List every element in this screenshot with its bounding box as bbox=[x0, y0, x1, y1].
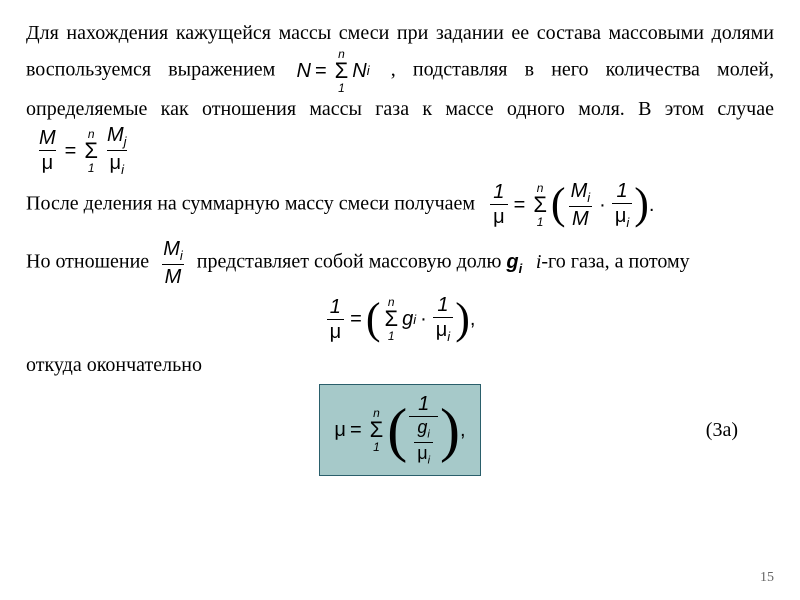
eq1: N = n Σ 1 Ni bbox=[296, 48, 369, 94]
eq3: 1 μ = n Σ 1 ( Mi M · 1 μi ). bbox=[488, 180, 654, 230]
paragraph-3: Но отношение Mi M представляет собой мас… bbox=[26, 238, 774, 288]
paragraph-4: откуда окончательно bbox=[26, 350, 774, 380]
text-p4: откуда окончательно bbox=[26, 354, 202, 376]
text-p3c: -го газа, а потому bbox=[541, 251, 689, 273]
frac-Mi-M: Mi M bbox=[158, 238, 188, 288]
eq2: M μ = n Σ 1 Mj μi bbox=[34, 124, 132, 178]
paragraph-2: После деления на суммарную массу смеси п… bbox=[26, 180, 774, 230]
text-p3a: Но отношение bbox=[26, 251, 149, 273]
eq5-row: μ = n Σ 1 ( 1 gi μi ), (3а) bbox=[26, 384, 774, 475]
text-p3b: представляет собой массовую долю bbox=[197, 251, 502, 273]
gi-symbol: gi bbox=[506, 251, 527, 273]
eq5-box: μ = n Σ 1 ( 1 gi μi ), bbox=[319, 384, 480, 475]
eq4-display: 1 μ = ( n Σ 1 gi · 1 μi ), bbox=[26, 294, 774, 344]
text-p2: После деления на суммарную массу смеси п… bbox=[26, 192, 475, 214]
paragraph-1: Для нахождения кажущейся массы смеси при… bbox=[26, 18, 774, 178]
page-number: 15 bbox=[760, 567, 774, 588]
eq-label-3a: (3а) bbox=[706, 415, 738, 445]
